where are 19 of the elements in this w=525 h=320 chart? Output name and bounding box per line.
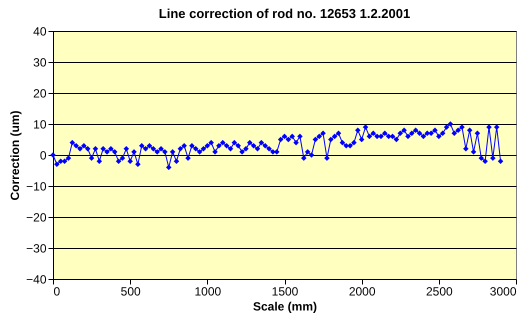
- x-tick-label: 2500: [426, 284, 454, 298]
- x-tick-label: 0: [54, 284, 60, 298]
- x-tick-label: 1500: [272, 284, 299, 298]
- y-axis-title: Correction (um): [8, 110, 22, 200]
- x-tick-label: 3000: [490, 284, 517, 298]
- x-axis-title: Scale (mm): [252, 300, 318, 314]
- y-tick-label: 20: [33, 86, 47, 100]
- y-tick-label: 0: [40, 148, 47, 162]
- y-tick-label: −10: [26, 180, 47, 194]
- x-tick-label: 2000: [348, 284, 376, 298]
- chart-title: Line correction of rod no. 12653 1.2.2001: [158, 6, 410, 21]
- y-tick-label: 10: [33, 118, 47, 132]
- y-tick-label: 40: [33, 24, 47, 38]
- y-tick-label: −20: [26, 210, 47, 224]
- y-tick-label: 30: [33, 56, 47, 70]
- x-tick-label: 500: [120, 284, 141, 298]
- y-tick-label: −40: [26, 272, 47, 286]
- y-tick-label: −30: [26, 242, 47, 256]
- x-tick-label: 1000: [194, 284, 222, 298]
